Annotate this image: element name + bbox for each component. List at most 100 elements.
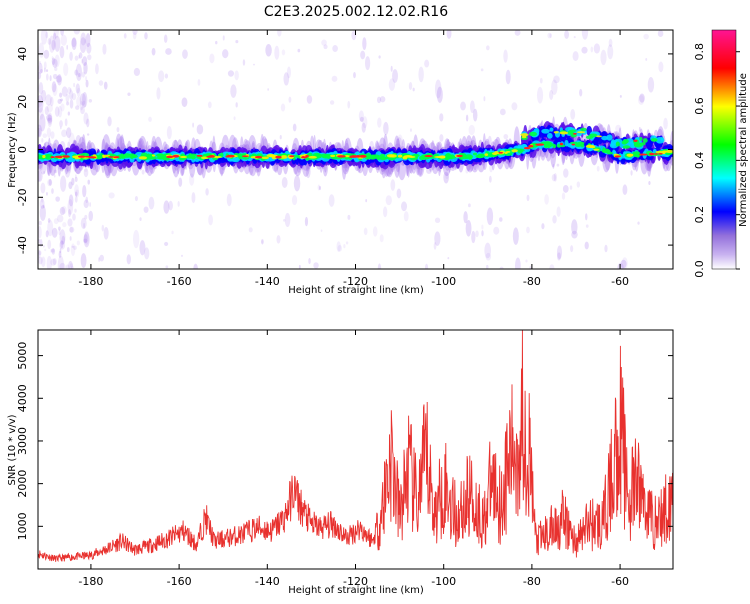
noise-speckle	[75, 174, 77, 179]
noise-speckle	[44, 248, 47, 252]
noise-speckle	[493, 226, 500, 235]
spectral-blob	[445, 153, 451, 158]
spectral-blob	[596, 135, 602, 138]
noise-speckle	[43, 61, 47, 69]
spectral-blob	[498, 151, 503, 154]
noise-speckle	[403, 211, 409, 222]
noise-speckle	[59, 248, 62, 254]
noise-speckle	[643, 33, 649, 40]
noise-speckle	[61, 206, 67, 215]
noise-speckle	[38, 71, 42, 80]
noise-speckle	[463, 211, 468, 224]
spectral-blob	[528, 131, 538, 137]
x-tick-label: -140	[255, 275, 280, 288]
noise-speckle	[227, 70, 235, 77]
noise-speckle	[408, 81, 413, 90]
noise-speckle	[71, 93, 77, 101]
spectral-blob	[261, 156, 270, 160]
noise-speckle	[50, 131, 55, 139]
noise-speckle	[486, 207, 494, 226]
x-tick-label: -140	[255, 575, 280, 588]
noise-speckle	[39, 69, 43, 74]
spectral-blob	[569, 129, 577, 133]
noise-speckle	[83, 232, 90, 248]
noise-speckle	[484, 242, 491, 259]
noise-speckle	[396, 188, 402, 199]
noise-speckle	[433, 242, 437, 250]
noise-speckle	[83, 238, 88, 243]
noise-speckle	[69, 88, 72, 92]
noise-speckle	[86, 118, 90, 128]
spectral-blob	[640, 142, 646, 146]
noise-speckle	[39, 205, 46, 221]
noise-speckle	[561, 192, 566, 200]
spectral-blob	[386, 154, 395, 158]
noise-speckle	[143, 206, 149, 213]
noise-speckle	[253, 63, 255, 66]
noise-speckle	[426, 167, 432, 174]
noise-speckle	[590, 46, 594, 53]
noise-speckle	[46, 127, 52, 138]
noise-speckle	[41, 89, 47, 102]
noise-speckle	[191, 192, 196, 204]
noise-speckle	[361, 122, 366, 133]
noise-speckle	[297, 48, 301, 53]
noise-speckle	[291, 194, 298, 206]
noise-speckle	[88, 210, 94, 222]
spectral-blob	[662, 150, 667, 153]
noise-speckle	[166, 125, 172, 140]
noise-speckle	[424, 59, 430, 68]
noise-speckle	[39, 60, 41, 65]
spectral-blob	[649, 152, 655, 156]
noise-speckle	[460, 101, 466, 111]
noise-speckle	[443, 171, 449, 184]
noise-speckle	[503, 49, 508, 63]
noise-speckle	[71, 37, 77, 48]
spectral-blob	[569, 141, 579, 145]
noise-speckle	[54, 106, 60, 117]
noise-speckle	[70, 265, 74, 269]
noise-speckle	[52, 83, 58, 97]
spectral-blob	[650, 138, 658, 142]
noise-speckle	[569, 185, 573, 190]
noise-speckle	[38, 256, 43, 265]
noise-speckle	[43, 244, 45, 248]
x-tick-label: -60	[611, 575, 629, 588]
noise-speckle	[283, 72, 290, 86]
noise-speckle	[47, 218, 51, 223]
noise-speckle	[59, 120, 63, 128]
noise-speckle	[526, 194, 530, 202]
snr-x-axis-title: Height of straight line (km)	[288, 585, 424, 596]
noise-speckle	[47, 112, 53, 125]
noise-speckle	[320, 229, 323, 232]
noise-speckle	[51, 55, 54, 60]
spectral-blob	[308, 155, 317, 159]
spectral-blob	[580, 143, 585, 148]
noise-speckle	[282, 219, 286, 222]
noise-speckle	[108, 192, 115, 199]
noise-speckle	[487, 135, 492, 147]
noise-speckle	[552, 215, 557, 224]
noise-speckle	[48, 35, 55, 53]
spectral-blob	[337, 155, 346, 158]
spectral-blob	[355, 154, 361, 158]
noise-speckle	[226, 193, 232, 207]
noise-speckle	[230, 84, 237, 98]
noise-speckle	[163, 200, 170, 214]
noise-speckle	[215, 40, 218, 45]
noise-speckle	[377, 263, 382, 269]
noise-speckle	[82, 56, 88, 67]
noise-speckle	[67, 86, 72, 95]
noise-speckle	[468, 203, 471, 208]
noise-speckle	[505, 69, 511, 85]
noise-speckle	[57, 255, 64, 269]
spectral-blob	[484, 153, 489, 157]
noise-speckle	[197, 78, 201, 86]
x-tick-label: -180	[78, 575, 103, 588]
noise-speckle	[83, 234, 88, 244]
noise-speckle	[365, 56, 371, 71]
noise-speckle	[318, 185, 322, 191]
noise-speckle	[168, 200, 173, 211]
spectral-blob	[167, 155, 174, 158]
spectral-blob	[654, 153, 658, 155]
